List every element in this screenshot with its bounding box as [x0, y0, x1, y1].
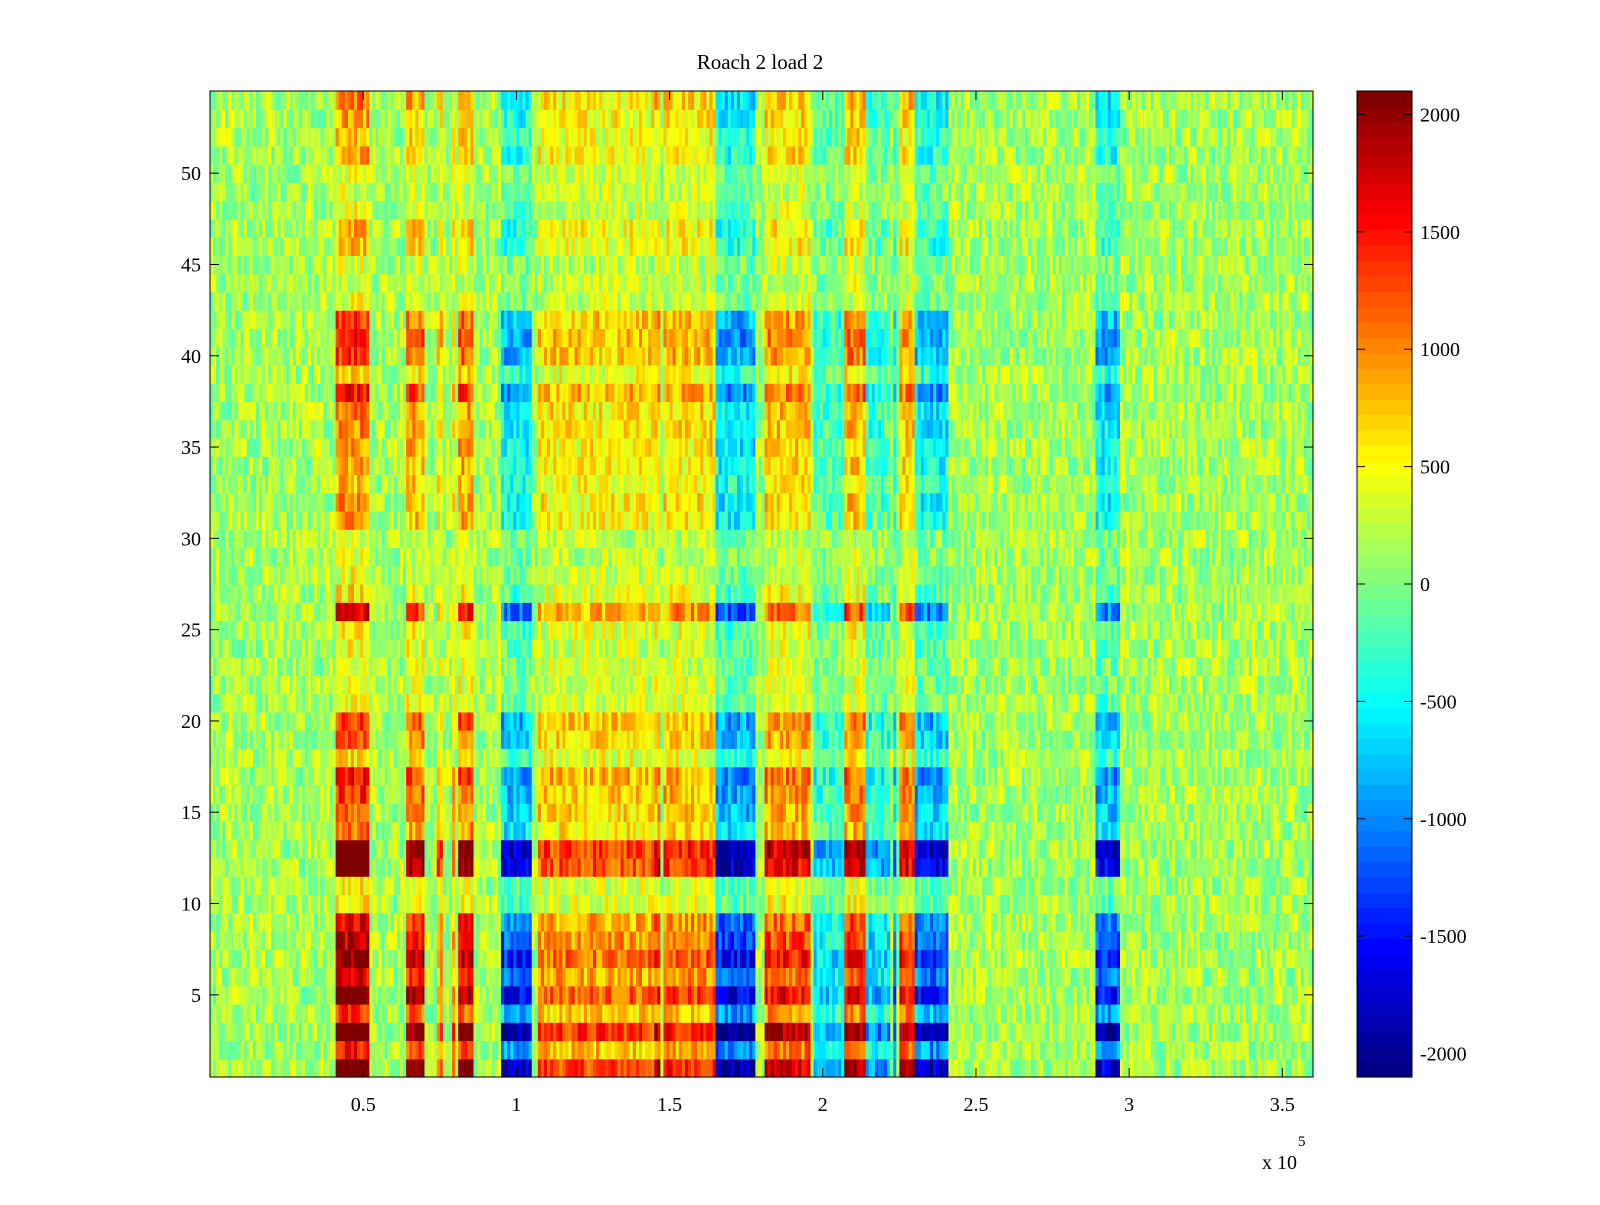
- heatmap-plot-area: [210, 91, 1314, 1078]
- chart-title: Roach 2 load 2: [697, 50, 824, 74]
